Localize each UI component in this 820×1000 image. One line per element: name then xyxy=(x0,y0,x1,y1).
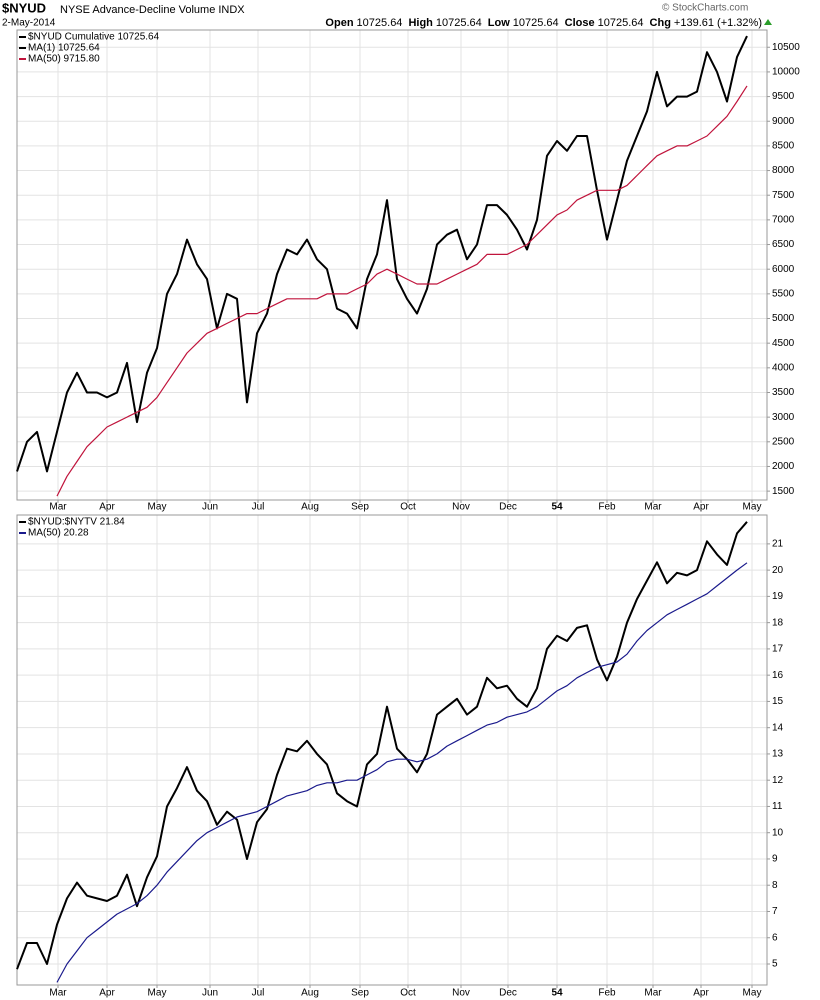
quote-value: 10725.64 xyxy=(436,17,482,29)
x-tick-label: May xyxy=(743,988,762,999)
series-line xyxy=(56,85,748,497)
y-tick-label: 2000 xyxy=(772,461,795,472)
date: 2-May-2014 xyxy=(2,18,56,29)
x-tick-label: Jul xyxy=(252,988,265,999)
x-tick-label: Feb xyxy=(598,502,616,513)
y-tick-label: 3000 xyxy=(772,412,795,423)
quote-value: 10725.64 xyxy=(598,17,644,29)
y-tick-label: 14 xyxy=(772,722,784,733)
x-tick-label: Oct xyxy=(400,502,416,513)
x-tick-label: Jun xyxy=(202,502,218,513)
y-tick-label: 5500 xyxy=(772,288,795,299)
y-tick-label: 8500 xyxy=(772,141,795,152)
y-tick-label: 18 xyxy=(772,617,784,628)
y-tick-label: 10 xyxy=(772,827,784,838)
y-tick-label: 15 xyxy=(772,696,784,707)
y-tick-label: 20 xyxy=(772,565,784,576)
y-tick-label: 8 xyxy=(772,880,778,891)
quote-label: Low xyxy=(488,17,510,29)
y-tick-label: 4000 xyxy=(772,362,795,373)
x-tick-label: Oct xyxy=(400,988,416,999)
series-line xyxy=(16,521,748,970)
quote-label: Open xyxy=(325,17,353,29)
y-tick-label: 11 xyxy=(772,801,783,812)
up-arrow xyxy=(764,19,772,25)
y-tick-label: 10500 xyxy=(772,42,800,53)
legend-entry: MA(50) 9715.80 xyxy=(28,54,100,65)
x-tick-label: May xyxy=(148,502,167,513)
x-tick-label: 54 xyxy=(551,502,563,513)
y-tick-label: 5 xyxy=(772,959,778,970)
plot-frame xyxy=(16,29,768,501)
y-tick-label: 6 xyxy=(772,932,778,943)
y-tick-label: 5000 xyxy=(772,313,795,324)
quote-label: Close xyxy=(565,17,595,29)
plot-frame xyxy=(16,514,768,986)
y-tick-label: 21 xyxy=(772,539,784,550)
x-tick-label: Feb xyxy=(598,988,616,999)
x-tick-label: Apr xyxy=(99,988,115,999)
y-tick-label: 2500 xyxy=(772,436,795,447)
x-tick-label: Apr xyxy=(99,502,115,513)
y-tick-label: 16 xyxy=(772,670,784,681)
y-tick-label: 13 xyxy=(772,749,784,760)
x-tick-label: Aug xyxy=(301,502,319,513)
y-tick-label: 9000 xyxy=(772,116,795,127)
x-tick-label: Aug xyxy=(301,988,319,999)
x-tick-label: Sep xyxy=(351,502,369,513)
x-tick-label: Sep xyxy=(351,988,369,999)
y-tick-label: 1500 xyxy=(772,486,795,497)
y-tick-label: 10000 xyxy=(772,67,800,78)
x-tick-label: May xyxy=(743,502,762,513)
x-tick-label: Apr xyxy=(693,502,709,513)
y-tick-label: 12 xyxy=(772,775,784,786)
x-tick-label: Nov xyxy=(452,502,470,513)
quote-label: Chg xyxy=(650,17,671,29)
copyright: © StockCharts.com xyxy=(662,3,748,14)
y-tick-label: 7500 xyxy=(772,190,795,201)
index-name: NYSE Advance-Decline Volume INDX xyxy=(60,4,245,16)
x-tick-label: Jul xyxy=(252,502,265,513)
quote-value: 10725.64 xyxy=(513,17,559,29)
symbol: $NYUD xyxy=(2,0,46,15)
quote-value: 10725.64 xyxy=(357,17,403,29)
x-tick-label: May xyxy=(148,988,167,999)
y-tick-label: 8000 xyxy=(772,165,795,176)
x-tick-label: Mar xyxy=(49,502,67,513)
legend-entry: MA(1) 10725.64 xyxy=(28,43,100,54)
x-tick-label: Apr xyxy=(693,988,709,999)
legend-entry: MA(50) 20.28 xyxy=(28,528,89,539)
x-tick-label: 54 xyxy=(551,988,563,999)
legend-entry: $NYUD:$NYTV 21.84 xyxy=(28,517,125,528)
x-tick-label: Mar xyxy=(49,988,67,999)
quote: Open 10725.64 High 10725.64 Low 10725.64 Close… xyxy=(325,17,762,29)
y-tick-label: 19 xyxy=(772,591,784,602)
y-tick-label: 7000 xyxy=(772,215,795,226)
y-tick-label: 9 xyxy=(772,854,778,865)
x-tick-label: Jun xyxy=(202,988,218,999)
series-line xyxy=(56,562,748,983)
x-tick-label: Dec xyxy=(499,502,517,513)
x-tick-label: Mar xyxy=(644,502,662,513)
y-tick-label: 6500 xyxy=(772,239,795,250)
y-tick-label: 3500 xyxy=(772,387,795,398)
y-tick-label: 7 xyxy=(772,906,778,917)
legend-entry: $NYUD Cumulative 10725.64 xyxy=(28,32,160,43)
series-line xyxy=(16,35,748,473)
x-tick-label: Nov xyxy=(452,988,470,999)
y-tick-label: 9500 xyxy=(772,91,795,102)
y-tick-label: 17 xyxy=(772,644,784,655)
y-tick-label: 4500 xyxy=(772,338,795,349)
quote-label: High xyxy=(408,17,433,29)
x-tick-label: Mar xyxy=(644,988,662,999)
x-tick-label: Dec xyxy=(499,988,517,999)
quote-value: +139.61 (+1.32%) xyxy=(674,17,762,29)
y-tick-label: 6000 xyxy=(772,264,795,275)
